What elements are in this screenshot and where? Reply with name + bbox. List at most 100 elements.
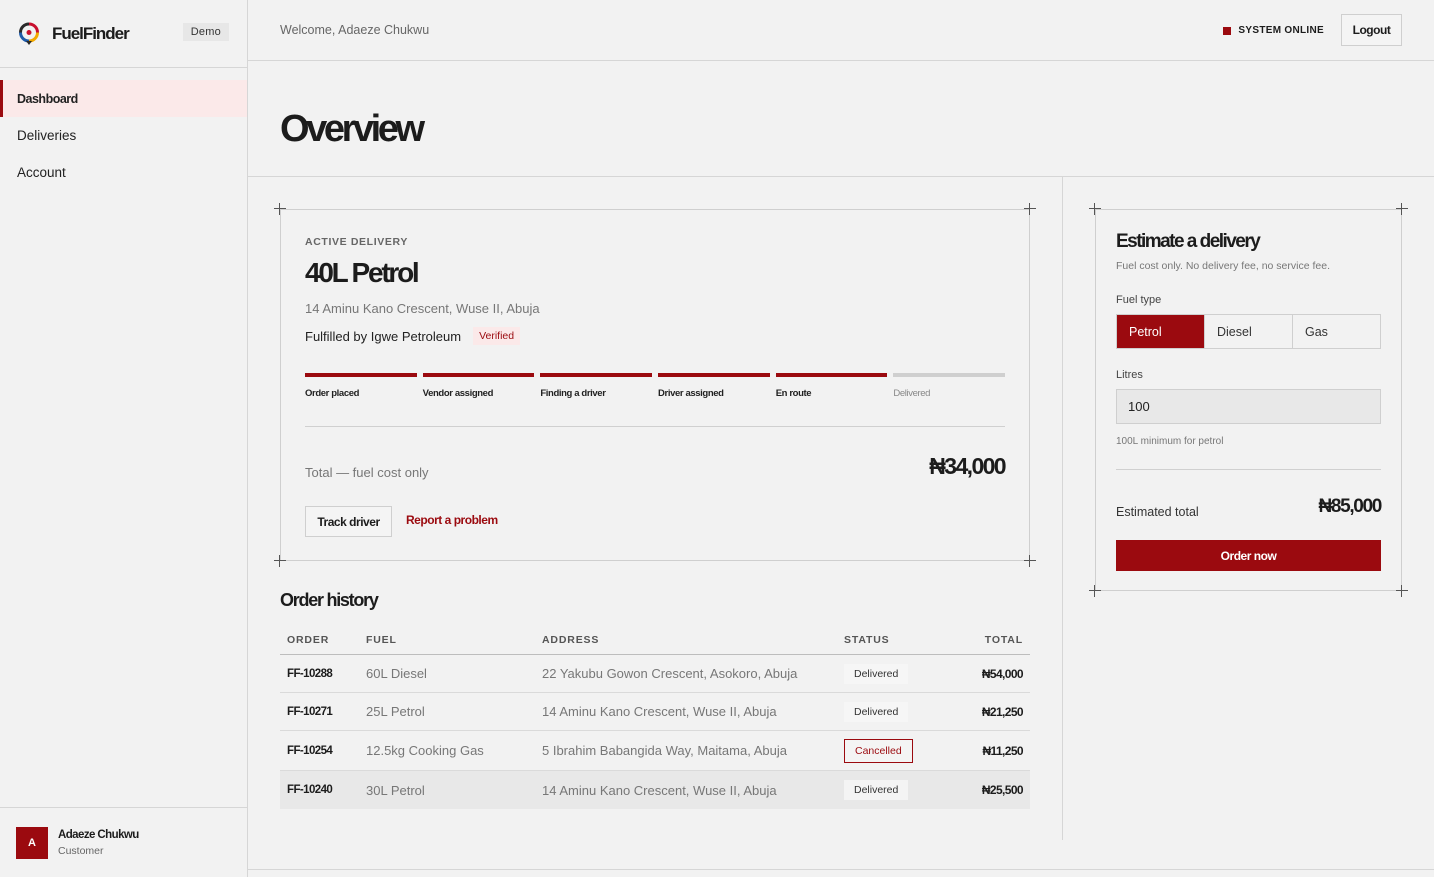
order-now-button[interactable]: Order now xyxy=(1116,540,1381,571)
brand-name: FuelFinder xyxy=(52,23,130,43)
order-id: FF-10254 xyxy=(287,744,333,757)
order-status: Cancelled xyxy=(844,738,954,763)
divider xyxy=(305,426,1005,427)
progress-step-bar xyxy=(540,373,653,377)
progress-step: Driver assigned xyxy=(658,373,770,399)
user-role: Customer xyxy=(58,844,104,857)
progress-step-label: Order placed xyxy=(305,388,360,399)
report-problem-link[interactable]: Report a problem xyxy=(406,513,498,527)
order-total: ₦21,250 xyxy=(981,704,1024,719)
progress-step: Delivered xyxy=(893,373,1006,399)
fulfilled-by-text: Fulfilled by Igwe Petroleum xyxy=(305,328,462,344)
logout-button[interactable]: Logout xyxy=(1341,14,1402,46)
progress-step: Vendor assigned xyxy=(422,373,535,399)
estimate-card: Estimate a delivery Fuel cost only. No d… xyxy=(1089,203,1408,597)
user-info: Adaeze Chukwu Customer xyxy=(58,829,139,857)
table-row[interactable]: FF-10271 25L Petrol 14 Aminu Kano Cresce… xyxy=(280,693,1030,731)
active-delivery-card: ACTIVE DELIVERY 40L Petrol 14 Aminu Kano… xyxy=(274,203,1036,567)
estimated-total-value: ₦85,000 xyxy=(1318,496,1382,517)
progress-step-label: Vendor assigned xyxy=(422,388,494,399)
progress-step-label: Driver assigned xyxy=(658,388,724,399)
order-history-table: ORDER FUEL ADDRESS STATUS TOTAL FF-10288… xyxy=(280,626,1030,809)
delivery-title: 40L Petrol xyxy=(305,257,420,288)
total-label: Total — fuel cost only xyxy=(305,465,429,480)
sidebar-item-account[interactable]: Account xyxy=(0,154,247,191)
progress-step-label: Delivered xyxy=(893,388,931,399)
estimate-subtitle: Fuel cost only. No delivery fee, no serv… xyxy=(1116,260,1330,272)
divider xyxy=(1116,469,1381,470)
user-profile[interactable]: A Adaeze Chukwu Customer xyxy=(0,807,247,877)
sidebar-item-label: Deliveries xyxy=(17,128,77,143)
column-header-fuel: FUEL xyxy=(366,634,397,646)
progress-step-label: Finding a driver xyxy=(540,388,606,399)
order-status: Delivered xyxy=(844,701,954,722)
sidebar-item-label: Account xyxy=(17,165,66,180)
corner-crosshair-icon xyxy=(1396,203,1408,215)
status-badge: Cancelled xyxy=(844,738,913,763)
delivery-address: 14 Aminu Kano Crescent, Wuse II, Abuja xyxy=(305,301,540,316)
order-fuel: 30L Petrol xyxy=(366,782,425,798)
corner-crosshair-icon xyxy=(1396,585,1408,597)
demo-badge: Demo xyxy=(182,23,229,41)
delivery-progress: Order placed Vendor assigned Finding a d… xyxy=(305,373,1006,399)
welcome-text: Welcome, Adaeze Chukwu xyxy=(280,23,430,37)
fuel-type-label: Fuel type xyxy=(1116,294,1162,306)
sidebar-item-deliveries[interactable]: Deliveries xyxy=(0,117,247,154)
corner-crosshair-icon xyxy=(1024,203,1036,215)
user-name: Adaeze Chukwu xyxy=(58,828,139,841)
column-header-total: TOTAL xyxy=(984,634,1023,646)
fulfilled-by: Fulfilled by Igwe Petroleum Verified xyxy=(305,327,521,345)
corner-crosshair-icon xyxy=(1089,585,1101,597)
sidebar-item-dashboard[interactable]: Dashboard xyxy=(0,80,247,117)
litres-label: Litres xyxy=(1116,369,1143,381)
table-row[interactable]: FF-10288 60L Diesel 22 Yakubu Gowon Cres… xyxy=(280,655,1030,693)
order-total: ₦54,000 xyxy=(981,666,1024,681)
litres-input[interactable] xyxy=(1116,389,1381,424)
system-status: SYSTEM ONLINE xyxy=(1223,25,1324,36)
fuelfinder-logo-icon xyxy=(19,22,39,45)
status-badge: Delivered xyxy=(844,663,909,684)
table-row[interactable]: FF-10240 30L Petrol 14 Aminu Kano Cresce… xyxy=(280,771,1030,809)
divider xyxy=(248,869,1434,870)
order-address: 5 Ibrahim Babangida Way, Maitama, Abuja xyxy=(542,743,787,758)
order-address: 14 Aminu Kano Crescent, Wuse II, Abuja xyxy=(542,782,777,798)
table-header: ORDER FUEL ADDRESS STATUS TOTAL xyxy=(280,626,1030,655)
order-status: Delivered xyxy=(844,663,954,684)
divider xyxy=(1062,177,1063,840)
corner-crosshair-icon xyxy=(274,203,286,215)
progress-step-bar xyxy=(422,373,535,377)
status-badge: Delivered xyxy=(844,701,909,722)
corner-crosshair-icon xyxy=(274,555,286,567)
progress-step-bar xyxy=(775,373,888,377)
order-id: FF-10271 xyxy=(287,705,333,718)
progress-step-bar xyxy=(305,373,417,377)
total-value: ₦34,000 xyxy=(929,453,1006,479)
progress-step: Finding a driver xyxy=(540,373,653,399)
progress-step-bar xyxy=(893,373,1006,377)
fuel-option-gas[interactable]: Gas xyxy=(1292,315,1380,348)
order-address: 22 Yakubu Gowon Crescent, Asokoro, Abuja xyxy=(542,666,798,681)
litres-hint: 100L minimum for petrol xyxy=(1116,436,1224,447)
table-row[interactable]: FF-10254 12.5kg Cooking Gas 5 Ibrahim Ba… xyxy=(280,731,1030,771)
sidebar-nav: Dashboard Deliveries Account xyxy=(0,80,247,191)
order-id: FF-10288 xyxy=(287,667,333,680)
active-delivery-eyebrow: ACTIVE DELIVERY xyxy=(305,236,408,248)
page-title: Overview xyxy=(280,108,425,150)
status-badge: Delivered xyxy=(844,780,909,800)
fuel-option-petrol[interactable]: Petrol xyxy=(1117,315,1204,348)
track-driver-button[interactable]: Track driver xyxy=(305,506,392,537)
avatar: A xyxy=(16,826,48,859)
corner-crosshair-icon xyxy=(1024,555,1036,567)
order-history-title: Order history xyxy=(280,590,379,610)
fuel-option-diesel[interactable]: Diesel xyxy=(1204,315,1292,348)
sidebar: FuelFinder Demo Dashboard Deliveries Acc… xyxy=(0,0,248,877)
system-status-label: SYSTEM ONLINE xyxy=(1238,25,1324,36)
order-fuel: 25L Petrol xyxy=(366,704,425,719)
estimated-total-label: Estimated total xyxy=(1116,505,1199,519)
column-header-address: ADDRESS xyxy=(542,634,600,646)
status-indicator-icon xyxy=(1223,26,1232,35)
order-total: ₦25,500 xyxy=(981,783,1024,797)
corner-crosshair-icon xyxy=(1089,203,1101,215)
progress-step: Order placed xyxy=(305,373,417,399)
top-bar: Welcome, Adaeze Chukwu SYSTEM ONLINE Log… xyxy=(248,0,1434,61)
